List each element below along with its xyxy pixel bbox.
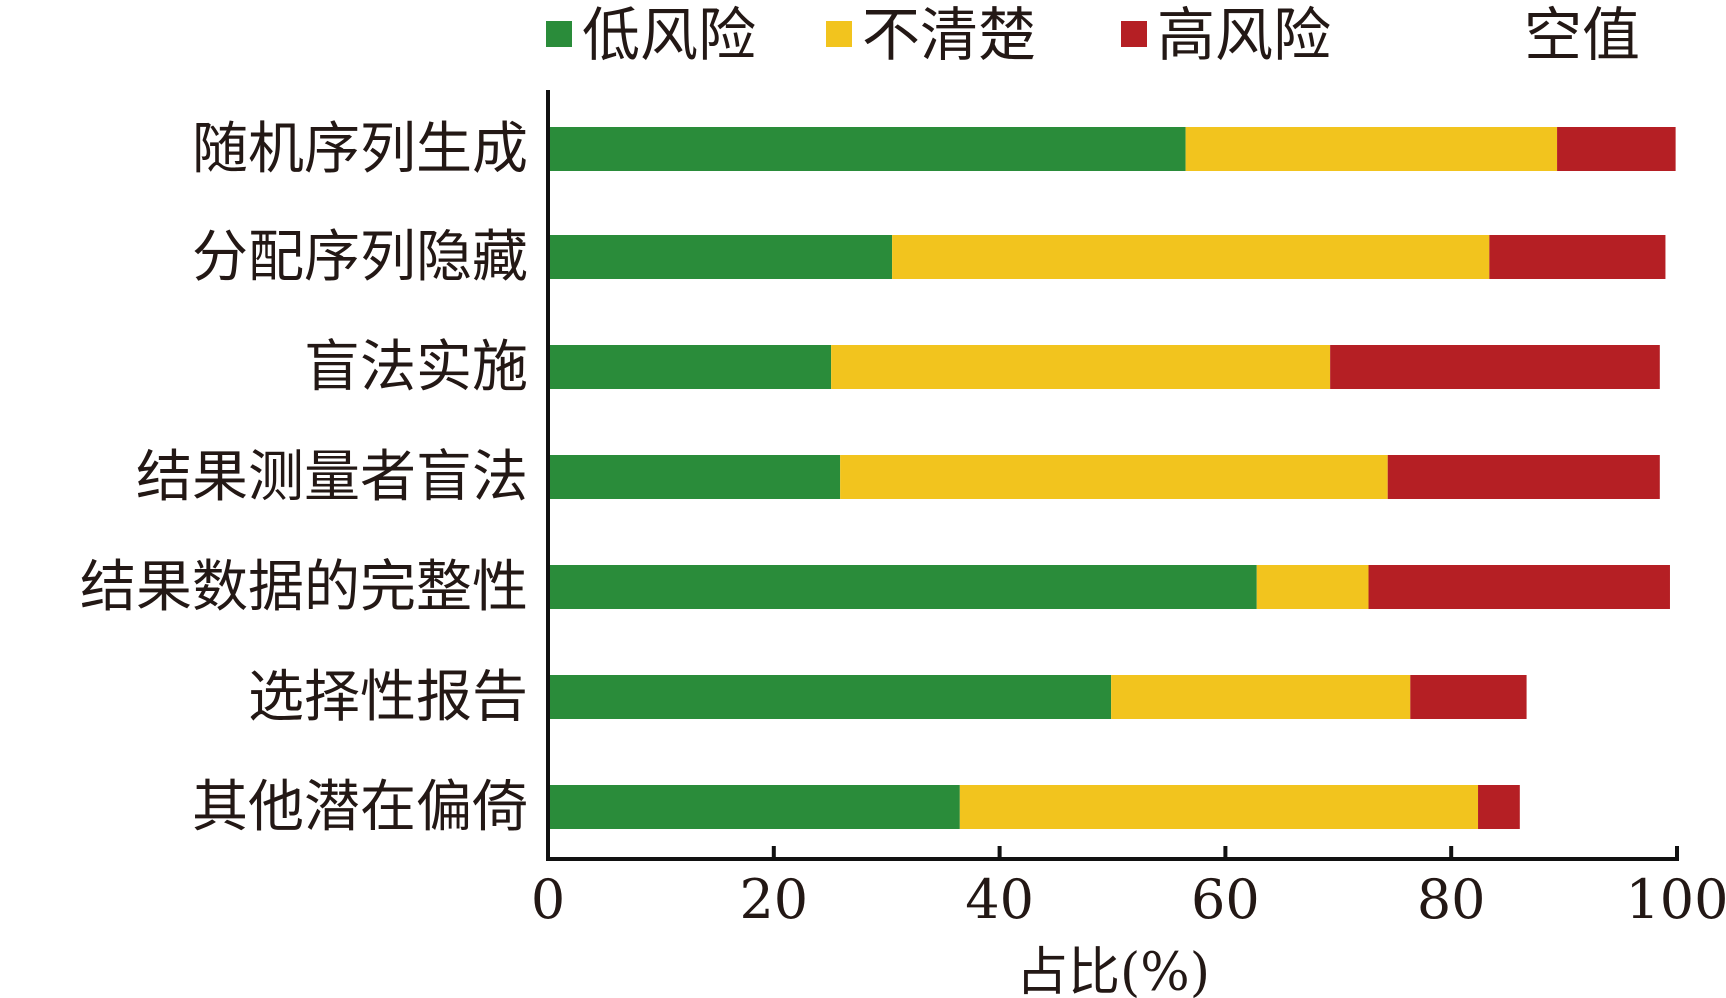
x-tick-label: 40 (965, 868, 1034, 931)
legend: 低风险 不清楚 高风险 空值 (546, 1, 1640, 69)
bar-segment-2 (1410, 675, 1527, 719)
bar-segment-0 (550, 127, 1186, 171)
category-label: 选择性报告 (248, 665, 528, 730)
category-label: 结果测量者盲法 (136, 445, 528, 510)
x-tick-label: 60 (1191, 868, 1260, 931)
category-label: 其他潜在偏倚 (192, 775, 528, 840)
x-tick-label: 20 (739, 868, 808, 931)
bar-segment-1 (1185, 127, 1558, 171)
x-tick-label: 0 (531, 868, 565, 931)
category-label: 结果数据的完整性 (80, 555, 528, 620)
bar-segment-2 (1387, 455, 1660, 499)
x-tick-label: 100 (1625, 868, 1726, 931)
x-tick-label: 80 (1417, 868, 1486, 931)
bars (550, 127, 1676, 829)
bar-segment-2 (1557, 127, 1676, 171)
bar-segment-2 (1478, 785, 1520, 829)
bar-segment-1 (1256, 565, 1369, 609)
bar-segment-1 (892, 235, 1490, 279)
bar-segment-0 (550, 675, 1112, 719)
legend-swatch (826, 21, 852, 47)
category-label: 盲法实施 (304, 335, 528, 400)
category-labels: 随机序列生成分配序列隐藏盲法实施结果测量者盲法结果数据的完整性选择性报告其他潜在… (80, 117, 528, 840)
bar-segment-0 (550, 345, 832, 389)
legend-label: 高风险 (1157, 1, 1331, 69)
category-label: 分配序列隐藏 (192, 225, 528, 290)
bar-segment-1 (831, 345, 1331, 389)
bar-segment-0 (550, 235, 893, 279)
legend-swatch (546, 21, 572, 47)
bar-segment-0 (550, 785, 960, 829)
legend-label: 低风险 (582, 1, 756, 69)
bar-segment-0 (550, 565, 1257, 609)
category-label: 随机序列生成 (192, 117, 528, 182)
bar-segment-1 (1111, 675, 1411, 719)
x-axis-label: 占比(%) (1016, 943, 1210, 998)
bar-segment-1 (959, 785, 1479, 829)
legend-label: 不清楚 (862, 1, 1036, 69)
x-ticks: 0 20 40 60 80 100 (531, 846, 1726, 931)
bar-segment-1 (840, 455, 1388, 499)
bar-segment-2 (1489, 235, 1666, 279)
legend-label: 空值 (1524, 1, 1640, 69)
bar-segment-2 (1368, 565, 1670, 609)
bar-segment-2 (1330, 345, 1660, 389)
legend-swatch (1121, 21, 1147, 47)
bar-segment-0 (550, 455, 841, 499)
